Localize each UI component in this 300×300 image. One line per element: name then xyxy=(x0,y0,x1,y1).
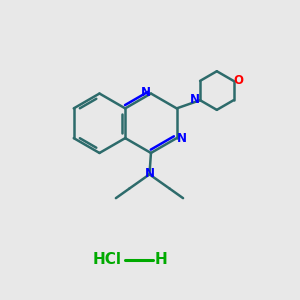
Text: N: N xyxy=(190,93,200,106)
Text: N: N xyxy=(177,132,187,145)
Text: N: N xyxy=(141,86,151,99)
Text: H: H xyxy=(155,253,168,268)
Text: N: N xyxy=(145,167,154,180)
Text: O: O xyxy=(234,74,244,86)
Text: HCl: HCl xyxy=(92,253,122,268)
